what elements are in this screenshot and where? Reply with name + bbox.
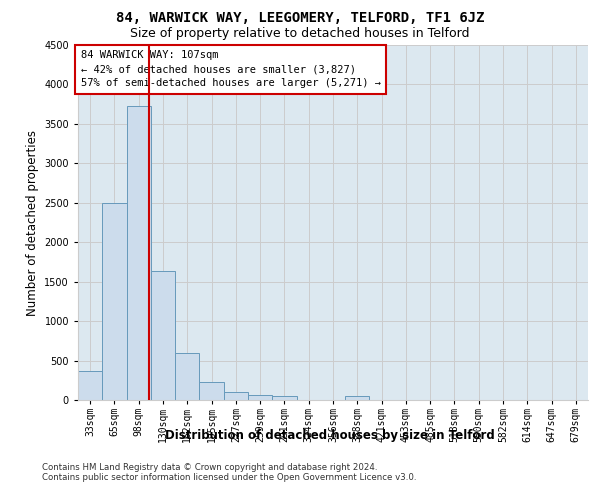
Text: Distribution of detached houses by size in Telford: Distribution of detached houses by size … [165, 430, 495, 442]
Text: 84 WARWICK WAY: 107sqm
← 42% of detached houses are smaller (3,827)
57% of semi-: 84 WARWICK WAY: 107sqm ← 42% of detached… [80, 50, 380, 88]
Bar [199, 382, 224, 400]
Text: 84, WARWICK WAY, LEEGOMERY, TELFORD, TF1 6JZ: 84, WARWICK WAY, LEEGOMERY, TELFORD, TF1… [116, 12, 484, 26]
Bar [175, 354, 199, 400]
Bar [272, 396, 296, 400]
Bar [151, 272, 175, 400]
Bar [345, 396, 370, 400]
Y-axis label: Number of detached properties: Number of detached properties [26, 130, 38, 316]
Text: Size of property relative to detached houses in Telford: Size of property relative to detached ho… [130, 28, 470, 40]
Bar [102, 203, 127, 400]
Bar [127, 106, 151, 400]
Text: Contains HM Land Registry data © Crown copyright and database right 2024.: Contains HM Land Registry data © Crown c… [42, 464, 377, 472]
Bar [78, 371, 102, 400]
Text: Contains public sector information licensed under the Open Government Licence v3: Contains public sector information licen… [42, 474, 416, 482]
Bar [224, 392, 248, 400]
Bar [248, 396, 272, 400]
